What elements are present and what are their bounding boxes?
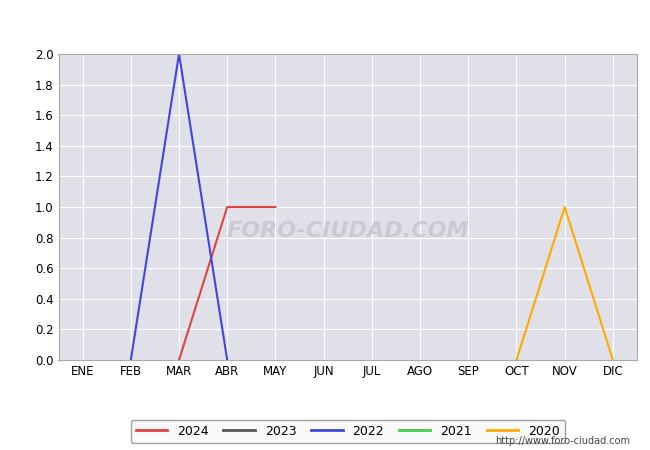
2024 xyxy=(224,204,231,210)
2024 xyxy=(272,204,280,210)
2024 xyxy=(175,357,183,363)
Text: FORO-CIUDAD.COM: FORO-CIUDAD.COM xyxy=(226,221,469,242)
Line: 2022: 2022 xyxy=(131,54,228,360)
2020 xyxy=(609,357,617,363)
Text: Matriculaciones de Vehiculos en Beranuy: Matriculaciones de Vehiculos en Beranuy xyxy=(140,14,510,33)
2020 xyxy=(513,357,521,363)
Text: http://www.foro-ciudad.com: http://www.foro-ciudad.com xyxy=(495,436,630,446)
Line: 2024: 2024 xyxy=(179,207,276,360)
2022 xyxy=(175,51,183,57)
2022 xyxy=(127,357,135,363)
Legend: 2024, 2023, 2022, 2021, 2020: 2024, 2023, 2022, 2021, 2020 xyxy=(131,420,565,443)
2022 xyxy=(224,357,231,363)
Line: 2020: 2020 xyxy=(517,207,613,360)
2020 xyxy=(561,204,569,210)
